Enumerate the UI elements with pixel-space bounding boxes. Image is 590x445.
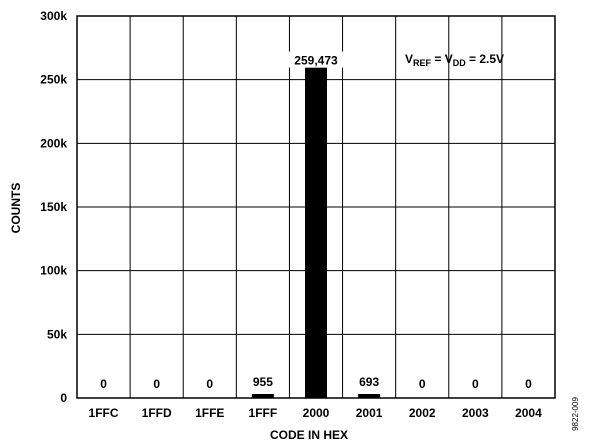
plot-border <box>76 15 556 399</box>
y-tick-label: 200k <box>40 136 67 150</box>
data-label-2002: 0 <box>419 377 426 391</box>
annot-eq2: = 2.5V <box>466 52 504 66</box>
data-label-1FFD: 0 <box>153 377 160 391</box>
data-labels: 0 0 0 955 259,473 693 0 0 0 <box>100 51 532 391</box>
figure-id: 9822-009 <box>571 397 580 431</box>
x-tick-label: 1FFF <box>249 406 278 420</box>
data-label-2001: 693 <box>359 375 379 389</box>
data-label-2000: 259,473 <box>294 54 338 68</box>
annot-dd-sub: DD <box>453 58 466 68</box>
x-category-labels: 1FFC 1FFD 1FFE 1FFF 2000 2001 2002 2003 2004 <box>89 406 543 420</box>
data-label-2004: 0 <box>525 377 532 391</box>
bars <box>251 67 381 399</box>
data-label-1FFC: 0 <box>100 377 107 391</box>
y-axis-title: COUNTS <box>9 183 23 234</box>
plot-frame <box>76 15 556 399</box>
data-label-1FFE: 0 <box>206 377 213 391</box>
x-tick-label: 2003 <box>462 406 489 420</box>
data-label-bg <box>286 51 346 68</box>
y-tick-label: 300k <box>40 9 67 23</box>
y-tick-label: 150k <box>40 200 67 214</box>
x-tick-label: 2002 <box>409 406 436 420</box>
x-tick-label: 2001 <box>356 406 383 420</box>
annot-eq1: = V <box>431 52 453 66</box>
x-tick-label: 1FFD <box>142 406 172 420</box>
y-tick-label: 0 <box>60 391 67 405</box>
y-tick-label: 100k <box>40 264 67 278</box>
x-axis-title: CODE IN HEX <box>270 428 348 442</box>
x-tick-label: 2000 <box>303 406 330 420</box>
x-tick-label: 1FFC <box>89 406 119 420</box>
annot-v1: V <box>405 52 413 66</box>
vref-annotation: VREF = VDD = 2.5V <box>405 52 504 68</box>
x-tick-label: 1FFE <box>195 406 224 420</box>
x-tick-label: 2004 <box>515 406 542 420</box>
bar-2000 <box>305 67 327 399</box>
data-label-2003: 0 <box>472 377 479 391</box>
y-tick-label: 250k <box>40 73 67 87</box>
bar-1FFF <box>251 394 274 398</box>
data-label-1FFF: 955 <box>253 375 273 389</box>
y-tick-labels: 0 50k 100k 150k 200k 250k 300k <box>40 9 67 405</box>
y-tick-label: 50k <box>47 327 67 341</box>
bar-2001 <box>358 394 381 398</box>
annot-ref-sub: REF <box>413 58 432 68</box>
